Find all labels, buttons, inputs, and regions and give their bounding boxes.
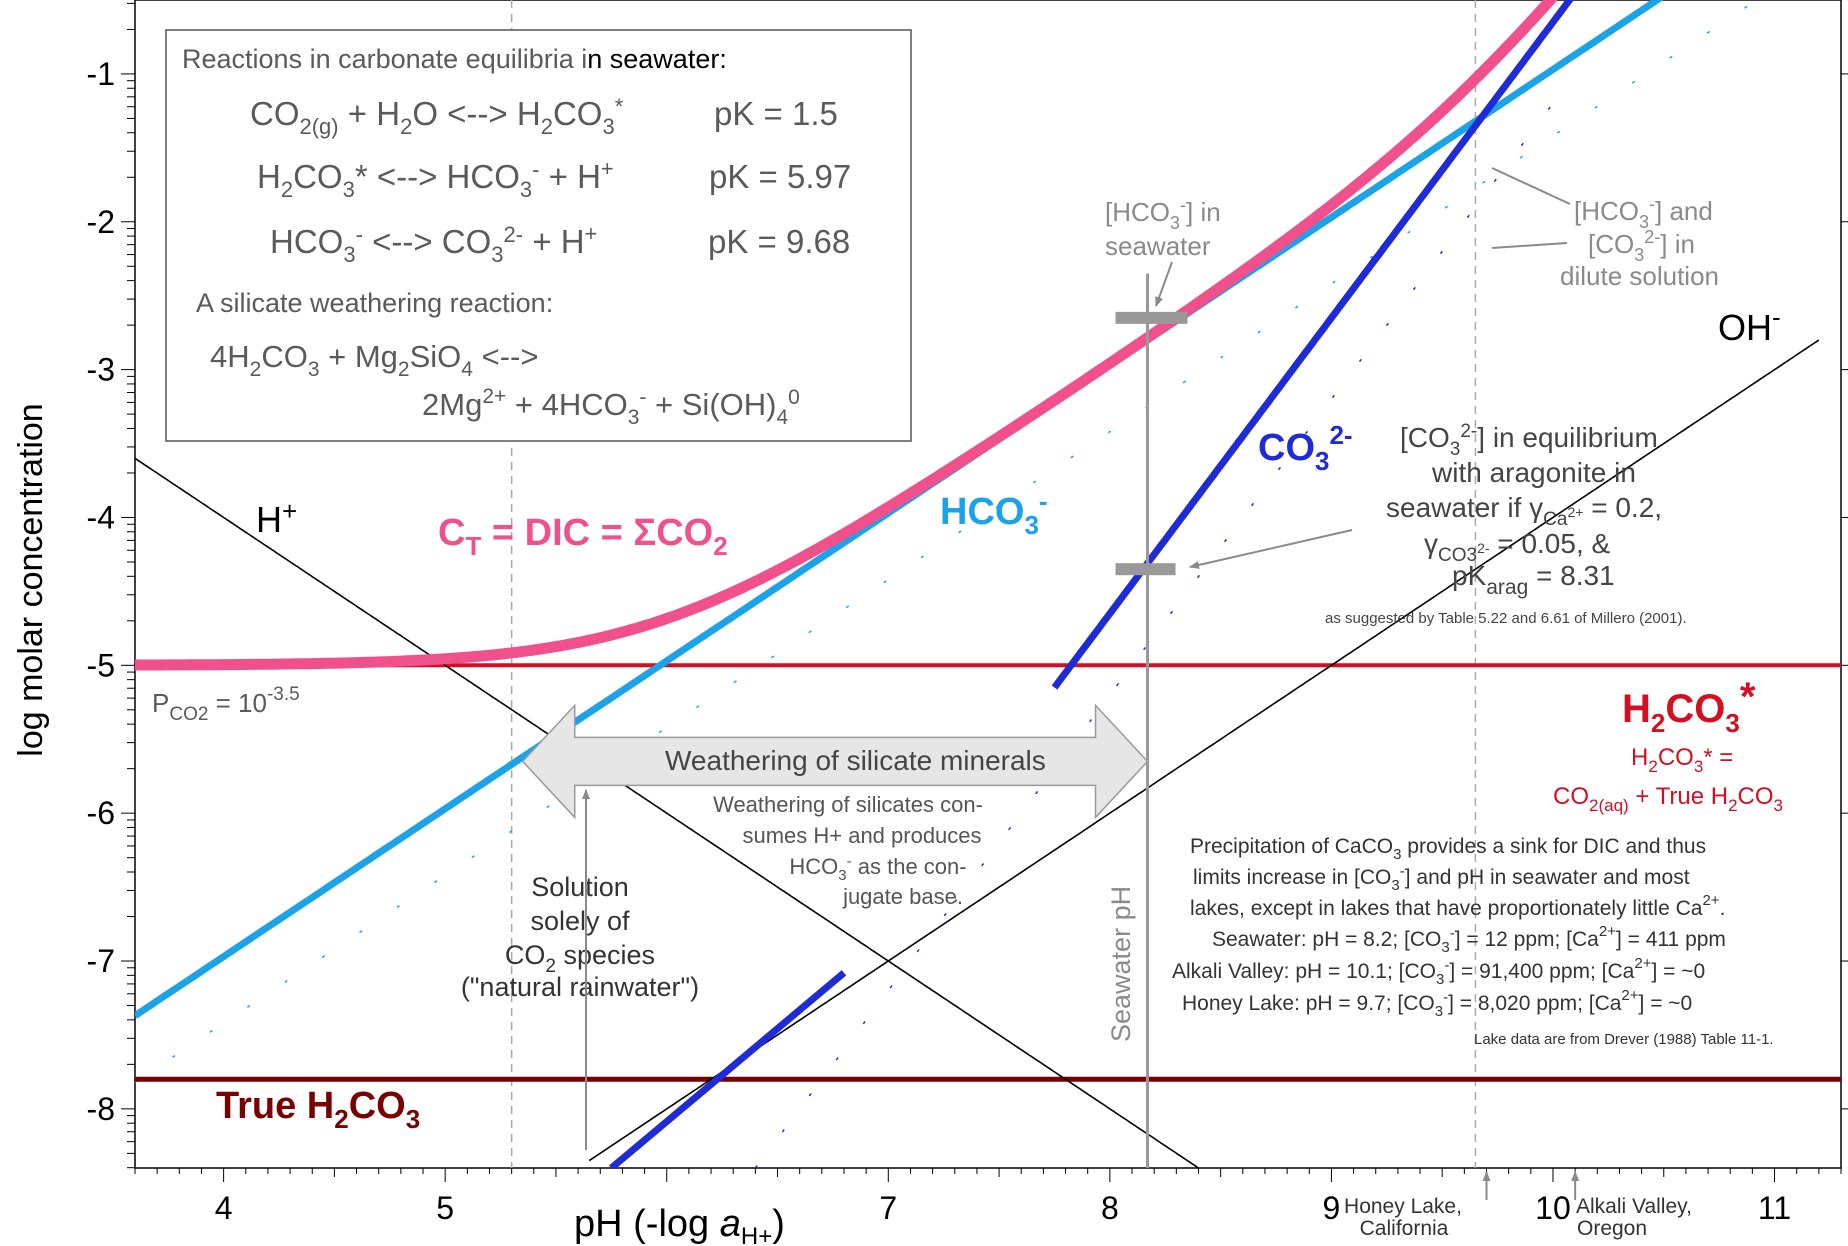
dic-label: CT = DIC = ΣCO2 (438, 512, 728, 561)
hco3-seawater-line1: [HCO3-] in (1105, 195, 1221, 233)
h-line (135, 457, 1199, 1168)
rainwater-note: Solution solely of CO2 species ("natural… (461, 872, 699, 1002)
seawater-ph-label: Seawater pH (1106, 886, 1136, 1042)
svg-text:γCO32- = 0.05, &: γCO32- = 0.05, & (1424, 528, 1610, 566)
svg-text:Oregon: Oregon (1577, 1217, 1647, 1240)
true-h2co3-label: True H2CO3 (216, 1085, 420, 1134)
svg-text:pKarag = 8.31: pKarag = 8.31 (1452, 560, 1615, 599)
aragonite-note: [CO32-] in equilibrium with aragonite in… (1386, 421, 1662, 599)
x-tick-label: 7 (879, 1190, 897, 1226)
svg-text:("natural rainwater"): ("natural rainwater") (461, 972, 699, 1002)
reaction-2-pk: pK = 5.97 (709, 158, 851, 195)
svg-text:Seawater: pH = 8.2; [CO3-] =: Seawater: pH = 8.2; [CO3-] = 12 ppm; [Ca… (1212, 923, 1726, 956)
h2co3-def-line1: H2CO3* = (1631, 744, 1733, 776)
x-tick-label: 10 (1535, 1190, 1571, 1226)
y-tick-label: -1 (87, 56, 115, 92)
series-layer (135, 0, 1841, 1168)
svg-text:Solution: Solution (531, 872, 629, 902)
svg-text:sumes H+ and produces: sumes H+ and produces (742, 823, 981, 848)
svg-text:Alkali Valley,: Alkali Valley, (1576, 1195, 1692, 1218)
y-axis-ticks: -1 -2 -3 -4 -5 -6 -7 -8 (87, 2, 1848, 1169)
svg-text:Precipitation of CaCO3 provide: Precipitation of CaCO3 provides a sink f… (1190, 835, 1706, 863)
x-axis-label: pH (-log aH+) (574, 1203, 785, 1246)
x-tick-label: 11 (1758, 1190, 1791, 1226)
silicate-reaction-2: 2Mg2+ + 4HCO3- + Si(OH)40 (422, 385, 800, 429)
reactions-text: Reactions in carbonate equilibria in sea… (182, 44, 851, 429)
pco2-label: PCO2 = 10-3.5 (152, 684, 300, 725)
svg-text:California: California (1360, 1217, 1449, 1240)
svg-text:solely of: solely of (530, 906, 630, 936)
callout-arrows (582, 167, 1580, 1200)
co3-label: CO32- (1258, 420, 1353, 476)
svg-text:HCO3- as the con-: HCO3- as the con- (789, 853, 966, 884)
hco3-label: HCO3- (940, 486, 1048, 540)
svg-text:seawater if γCa2+ = 0.2,: seawater if γCa2+ = 0.2, (1386, 492, 1662, 530)
lake-data-table: Seawater: pH = 8.2; [CO3-] = 12 ppm; [Ca… (1172, 923, 1726, 1020)
dilute-line1: [HCO3-] and (1574, 194, 1713, 232)
svg-text:[CO32-] in equilibrium: [CO32-] in equilibrium (1400, 421, 1658, 460)
svg-text:with aragonite in: with aragonite in (1431, 457, 1636, 488)
alkali-valley-label: Alkali Valley, Oregon (1576, 1195, 1692, 1240)
reaction-1: CO2(g) + H2O <--> H2CO3* (250, 94, 624, 139)
svg-text:Honey Lake: pH = 9.7; [CO3-]: Honey Lake: pH = 9.7; [CO3-] = 8,020 ppm… (1182, 987, 1692, 1020)
oh-line (588, 339, 1820, 1162)
lake-source: Lake data are from Drever (1988) Table 1… (1474, 1031, 1774, 1048)
reference-lines (510, 0, 1477, 1168)
y-tick-label: -8 (87, 1091, 115, 1127)
weathering-note: Weathering of silicates con- sumes H+ an… (713, 792, 983, 909)
hco3-seawater-arrow (1155, 261, 1173, 307)
y-tick-label: -3 (87, 352, 115, 388)
x-tick-label: 9 (1323, 1190, 1341, 1226)
dilute-line3: dilute solution (1560, 261, 1719, 291)
reactions-title: Reactions in carbonate equilibria in sea… (182, 44, 727, 74)
oh-minus-label: OH- (1718, 302, 1781, 348)
y-tick-label: -2 (87, 204, 115, 240)
y-axis-label: log molar concentration (12, 403, 50, 756)
seawater-co3-marker (1115, 563, 1176, 576)
svg-text:Weathering of silicates con-: Weathering of silicates con- (713, 792, 983, 817)
h-plus-label: H+ (256, 496, 297, 540)
y-tick-label: -6 (87, 795, 115, 831)
plot-frame (134, 0, 1842, 1169)
svg-text:Alkali Valley: pH = 10.1; [CO: Alkali Valley: pH = 10.1; [CO3-] = 91,40… (1172, 955, 1705, 988)
reactions-box (165, 29, 912, 442)
honey-lake-label: Honey Lake, California (1344, 1195, 1462, 1240)
x-tick-label: 8 (1101, 1190, 1119, 1226)
dic-line (135, 0, 1558, 671)
silicate-title: A silicate weathering reaction: (196, 288, 553, 318)
y-tick-label: -7 (87, 943, 115, 979)
svg-text:CO2 species: CO2 species (505, 940, 655, 977)
y-tick-label: -4 (87, 499, 115, 535)
hco3-seawater-line2: seawater (1105, 231, 1211, 261)
x-tick-label: 4 (215, 1190, 233, 1226)
x-axis-ticks: 4 5 7 8 9 10 11 (134, 1168, 1842, 1226)
svg-text:lakes, except in lakes that ha: lakes, except in lakes that have proport… (1190, 892, 1725, 920)
co3-dotted-low (754, 901, 956, 1168)
reaction-3-pk: pK = 9.68 (708, 223, 850, 260)
weathering-arrow (521, 703, 1149, 820)
aragonite-source: as suggested by Table 5.22 and 6.61 of M… (1325, 610, 1687, 627)
dilute-co3-leader (1491, 242, 1568, 249)
y-tick-label: -5 (87, 647, 115, 683)
weathering-arrow-label: Weathering of silicate minerals (665, 745, 1046, 776)
seawater-layer (1115, 273, 1188, 1168)
svg-text:Honey Lake,: Honey Lake, (1344, 1195, 1462, 1218)
reaction-1-pk: pK = 1.5 (714, 95, 838, 132)
reaction-3: HCO3- <--> CO32- + H+ (270, 221, 597, 267)
svg-text:limits increase in [CO3-] and: limits increase in [CO3-] and pH in seaw… (1193, 863, 1690, 894)
precipitation-note: Precipitation of CaCO3 provides a sink f… (1190, 835, 1725, 920)
dilute-line2: [CO32-] in (1588, 227, 1695, 265)
h2co3-def-line2: CO2(aq) + True H2CO3 (1553, 783, 1783, 815)
silicate-reaction-1: 4H2CO3 + Mg2SiO4 <--> (210, 339, 538, 381)
x-tick-label: 5 (436, 1190, 454, 1226)
h2co3-star-label: H2CO3* (1622, 675, 1756, 738)
svg-text:jugate base.: jugate base. (842, 884, 963, 909)
co3-low-segment (609, 970, 847, 1168)
aragonite-arrow (1189, 529, 1353, 569)
dilute-hco3-leader (1491, 167, 1571, 205)
reaction-2: H2CO3* <--> HCO3- + H+ (257, 156, 614, 202)
seawater-hco3-marker (1115, 311, 1188, 324)
